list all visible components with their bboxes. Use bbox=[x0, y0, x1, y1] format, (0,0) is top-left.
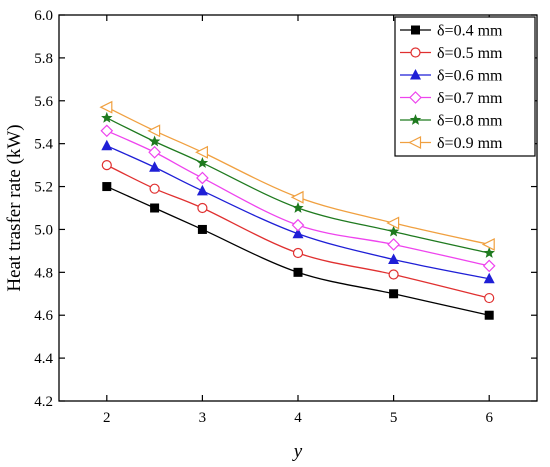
data-point bbox=[196, 156, 209, 168]
series-4 bbox=[100, 124, 496, 273]
data-point bbox=[387, 225, 400, 237]
data-point bbox=[388, 253, 400, 264]
legend-marker bbox=[409, 91, 422, 104]
data-point bbox=[147, 124, 161, 138]
data-point bbox=[387, 238, 400, 251]
legend-item: δ=0.8 mm bbox=[400, 113, 503, 130]
series-layer bbox=[99, 100, 496, 320]
data-point bbox=[389, 289, 399, 299]
x-tick-label: 3 bbox=[199, 410, 207, 426]
series-5 bbox=[101, 111, 495, 258]
plot-frame bbox=[58, 14, 538, 402]
y-tick-label: 4.6 bbox=[34, 308, 53, 324]
legend-label: δ=0.8 mm bbox=[437, 113, 503, 130]
x-tick-label: 6 bbox=[485, 410, 493, 426]
y-tick-label: 5.8 bbox=[34, 51, 53, 67]
legend-marker bbox=[411, 25, 420, 35]
data-point bbox=[101, 160, 112, 171]
data-point bbox=[292, 227, 304, 239]
data-point bbox=[99, 100, 113, 114]
data-point bbox=[149, 161, 161, 172]
data-point bbox=[290, 190, 304, 204]
series-2 bbox=[101, 160, 495, 304]
y-axis-label: Heat trasfer rate (kW) bbox=[4, 124, 25, 291]
data-point bbox=[196, 184, 208, 196]
legend-item: δ=0.4 mm bbox=[400, 23, 503, 40]
data-point bbox=[291, 218, 305, 232]
data-point bbox=[150, 203, 160, 213]
y-tick-label: 4.4 bbox=[34, 351, 53, 367]
data-point bbox=[482, 259, 496, 273]
data-point bbox=[101, 139, 113, 151]
legend: δ=0.4 mm δ=0.5 mm δ=0.6 mm δ=0.7 mm δ=0.8 mm… bbox=[394, 16, 536, 157]
data-point bbox=[484, 310, 494, 320]
data-point bbox=[388, 269, 399, 280]
legend-item: δ=0.7 mm bbox=[400, 90, 503, 107]
x-tick-label: 4 bbox=[294, 410, 302, 426]
legend-item: δ=0.5 mm bbox=[400, 45, 503, 62]
data-point bbox=[102, 182, 112, 192]
legend-label: δ=0.5 mm bbox=[437, 45, 503, 62]
x-tick-label: 2 bbox=[103, 410, 111, 426]
data-point bbox=[195, 145, 208, 159]
series-1 bbox=[102, 182, 494, 320]
y-tick-label: 5.2 bbox=[34, 180, 53, 196]
data-point bbox=[484, 292, 495, 304]
y-tick-label: 6.0 bbox=[34, 8, 53, 24]
y-tick-label: 4.2 bbox=[34, 394, 53, 410]
data-point bbox=[148, 135, 161, 147]
legend-item: δ=0.9 mm bbox=[400, 135, 503, 152]
data-point bbox=[196, 171, 209, 185]
data-point bbox=[197, 224, 207, 234]
data-point bbox=[483, 247, 495, 258]
data-point bbox=[100, 124, 114, 138]
data-point bbox=[293, 267, 303, 277]
data-point bbox=[292, 247, 304, 259]
x-tick-label: 5 bbox=[390, 410, 398, 426]
y-tick-label: 5.0 bbox=[34, 222, 53, 238]
y-tick-label: 5.6 bbox=[34, 94, 53, 110]
legend-label: δ=0.9 mm bbox=[437, 135, 503, 152]
legend-label: δ=0.6 mm bbox=[437, 68, 503, 85]
legend-box bbox=[394, 16, 536, 157]
data-point bbox=[148, 145, 161, 159]
legend-item: δ=0.6 mm bbox=[400, 68, 503, 85]
data-point bbox=[483, 272, 495, 284]
y-tick-label: 5.4 bbox=[34, 137, 53, 153]
series-6 bbox=[99, 100, 495, 251]
data-point bbox=[481, 237, 495, 251]
axis-ticks: 4.2 4.4 4.6 4.8 5.0 5.2 5.4 5.6 5.8 6.0 2 3 4 5 6 bbox=[34, 8, 537, 426]
data-point bbox=[292, 202, 304, 213]
legend-label: δ=0.4 mm bbox=[437, 23, 503, 40]
data-point bbox=[149, 183, 160, 194]
x-axis-label: y bbox=[292, 441, 303, 462]
data-point bbox=[101, 111, 113, 123]
legend-marker bbox=[409, 114, 422, 125]
data-point bbox=[197, 202, 208, 214]
legend-label: δ=0.7 mm bbox=[437, 90, 503, 107]
legend-marker bbox=[410, 69, 421, 80]
data-point bbox=[386, 216, 400, 230]
legend-marker bbox=[408, 136, 422, 149]
y-tick-label: 4.8 bbox=[34, 265, 53, 281]
legend-marker bbox=[410, 47, 421, 58]
series-3 bbox=[101, 139, 495, 284]
